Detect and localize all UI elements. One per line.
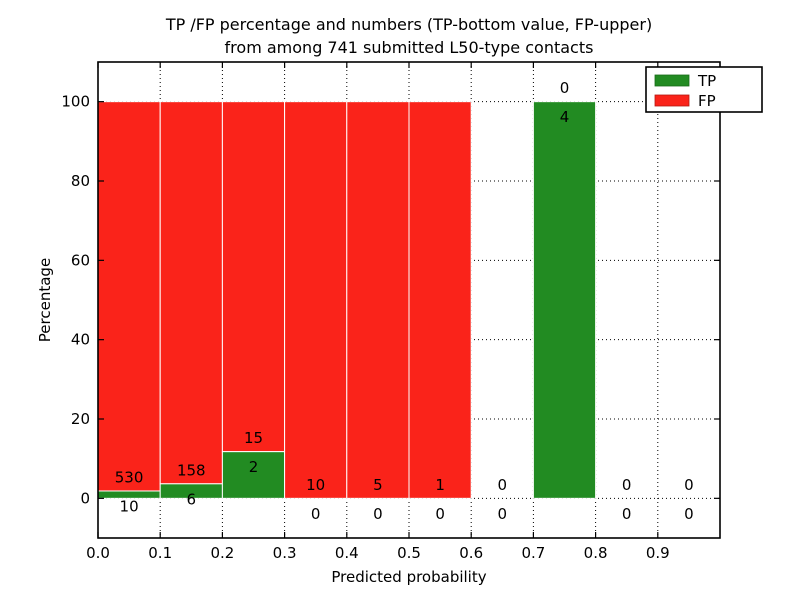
fp-count-label-0.5-0.6: 1 (435, 476, 445, 494)
bar-fp-0.4-0.5 (346, 101, 410, 499)
tp-count-label-0.7-0.8: 4 (560, 108, 570, 126)
y-tick-label-100: 100 (61, 93, 90, 111)
x-tick-label-0.2: 0.2 (210, 544, 234, 562)
y-tick-label-40: 40 (71, 331, 90, 349)
bar-fp-0.3-0.4 (284, 101, 348, 499)
bar-tp-0.7-0.8 (532, 101, 597, 499)
tp-count-label-0.2-0.3: 2 (249, 458, 259, 476)
legend-label-fp: FP (698, 92, 716, 110)
tick-labels: 0.0 0.1 0.2 0.3 0.4 0.5 0.6 0.7 0.8 0.90204060801… (61, 93, 669, 562)
bar-fp-0.5-0.6 (408, 101, 472, 499)
fp-count-label-0.9-1.0: 0 (684, 476, 694, 494)
x-tick-label-0.4: 0.4 (335, 544, 359, 562)
x-tick-label-0.7: 0.7 (521, 544, 545, 562)
fp-count-label-0.7-0.8: 0 (560, 79, 570, 97)
legend: TP FP (645, 66, 763, 113)
x-tick-label-0.5: 0.5 (397, 544, 421, 562)
legend-swatch-tp (654, 74, 690, 87)
fp-count-label-0.1-0.2: 158 (177, 461, 206, 479)
y-tick-label-60: 60 (71, 251, 90, 269)
tp-count-label-0.3-0.4: 0 (311, 505, 321, 523)
tp-count-label-0.8-0.9: 0 (622, 505, 632, 523)
y-axis-label: Percentage (36, 258, 54, 342)
y-tick-label-80: 80 (71, 172, 90, 190)
y-tick-label-0: 0 (80, 489, 90, 507)
bars (97, 101, 597, 499)
tp-count-label-0.1-0.2: 6 (187, 490, 197, 508)
bar-fp-0.0-0.1 (97, 101, 161, 492)
fp-count-label-0.0-0.1: 530 (115, 469, 144, 487)
fp-count-label-0.8-0.9: 0 (622, 476, 632, 494)
x-tick-label-0.8: 0.8 (584, 544, 608, 562)
tp-count-label-0.5-0.6: 0 (435, 505, 445, 523)
tp-count-label-0.9-1.0: 0 (684, 505, 694, 523)
y-tick-label-20: 20 (71, 410, 90, 428)
fp-count-label-0.2-0.3: 15 (244, 429, 263, 447)
fp-count-label-0.6-0.7: 0 (498, 476, 508, 494)
fp-count-label-0.3-0.4: 10 (306, 476, 325, 494)
x-tick-label-0.6: 0.6 (459, 544, 483, 562)
x-tick-label-0.1: 0.1 (148, 544, 172, 562)
x-axis-label: Predicted probability (331, 568, 486, 586)
chart-title-line2: from among 741 submitted L50-type contac… (225, 38, 594, 57)
chart-title-line1: TP /FP percentage and numbers (TP-bottom… (165, 15, 652, 34)
x-tick-label-0.3: 0.3 (273, 544, 297, 562)
legend-label-tp: TP (697, 72, 716, 90)
fp-count-label-0.4-0.5: 5 (373, 476, 383, 494)
tp-count-label-0.6-0.7: 0 (498, 505, 508, 523)
bar-fp-0.1-0.2 (159, 101, 223, 485)
tp-count-label-0.0-0.1: 10 (120, 497, 139, 515)
x-tick-label-0.0: 0.0 (86, 544, 110, 562)
legend-swatch-fp (654, 94, 690, 107)
tp-count-label-0.4-0.5: 0 (373, 505, 383, 523)
bar-fp-0.2-0.3 (221, 101, 286, 453)
x-tick-label-0.9: 0.9 (646, 544, 670, 562)
